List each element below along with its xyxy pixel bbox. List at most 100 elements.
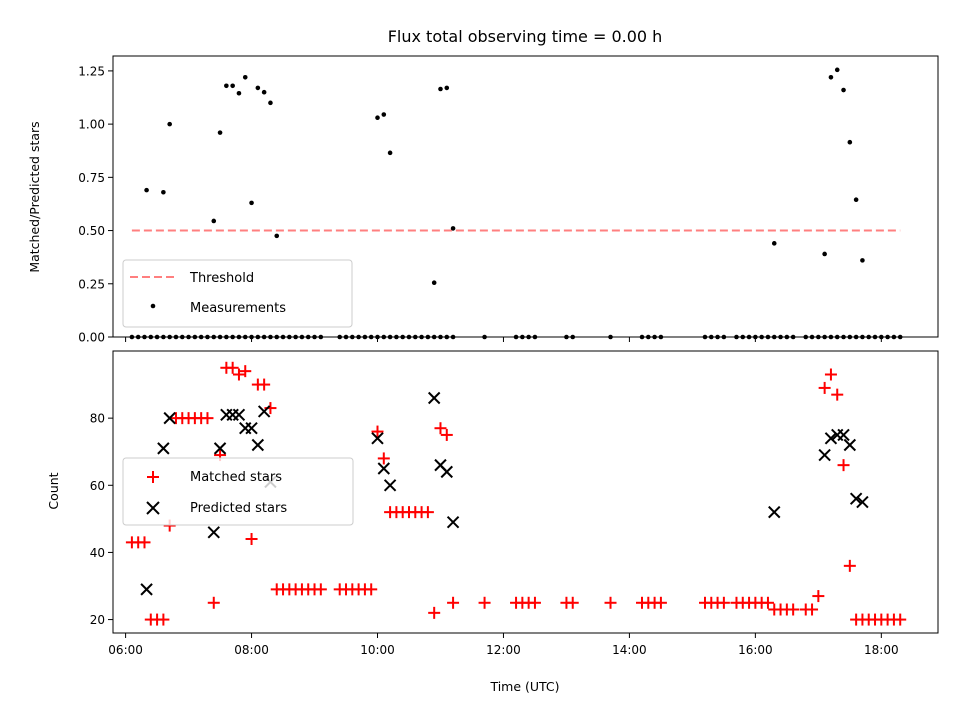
predicted-star-marker <box>157 442 170 455</box>
bottom-ticks: 20 40 60 80 06:00 08:00 10:00 12:00 14:00 16:00 18… <box>90 412 899 657</box>
measurement-point <box>167 121 172 127</box>
top-legend-box <box>122 259 353 328</box>
legend-predicted-swatch <box>146 501 160 515</box>
bottom-y-tick-label: 40 <box>90 546 105 560</box>
measurement-point <box>822 251 827 257</box>
matched-star-marker <box>447 596 460 609</box>
measurement-point <box>860 258 865 263</box>
bottom-legend-box <box>122 457 354 526</box>
predicted-star-marker <box>140 583 153 596</box>
matched-star-marker <box>245 533 258 545</box>
matched-star-marker <box>654 596 667 609</box>
measurement-point <box>249 200 254 206</box>
matched-star-marker <box>604 596 617 609</box>
matched-star-marker <box>837 459 850 472</box>
matched-star-marker <box>824 368 837 381</box>
predicted-star-marker <box>232 408 246 421</box>
measurement-point <box>450 226 456 231</box>
top-panel: Flux total observing time = 0.00 h Match… <box>27 27 939 345</box>
measurement-point <box>444 85 450 91</box>
x-axis-label: Time (UTC) <box>489 679 559 694</box>
predicted-star-marker <box>440 465 453 479</box>
matched-star-marker <box>478 596 491 609</box>
matched-star-marker <box>258 378 271 391</box>
top-legend: Threshold Measurements <box>122 259 353 328</box>
matched-star-marker <box>440 428 453 441</box>
bottom-y-axis-label: Count <box>46 472 61 509</box>
legend-measurements-swatch <box>150 303 156 309</box>
matched-star-marker <box>528 596 541 609</box>
predicted-star-marker <box>383 479 397 492</box>
measurement-point <box>381 112 387 117</box>
predicted-star-marker <box>251 438 265 452</box>
bottom-x-tick-label: 14:00 <box>612 643 647 657</box>
bottom-plot-frame <box>112 350 939 634</box>
bottom-y-tick-label: 20 <box>90 613 105 627</box>
matched-star-marker <box>226 361 239 374</box>
matched-star-marker <box>157 613 170 626</box>
matched-star-marker <box>421 506 434 519</box>
measurement-point <box>274 233 280 239</box>
matched-star-marker <box>761 596 774 609</box>
matched-star-marker <box>843 559 856 572</box>
legend-matched-label: Matched stars <box>190 470 282 485</box>
top-y-axis-label: Matched/Predicted stars <box>27 121 42 272</box>
top-plot-frame <box>112 55 939 338</box>
legend-matched-swatch <box>147 471 159 483</box>
matched-star-marker <box>894 613 907 626</box>
measurement-point <box>211 218 217 224</box>
predicted-star-marker <box>849 492 863 505</box>
matched-star-marker <box>138 536 151 549</box>
top-y-tick-label: 0.00 <box>78 331 105 345</box>
legend-threshold-label: Threshold <box>189 271 254 286</box>
predicted-star-marker <box>257 405 271 418</box>
measurement-point <box>438 86 443 92</box>
top-ticks: 0.00 0.25 0.50 0.75 1.00 1.25 <box>78 64 882 345</box>
matched-star-marker <box>806 603 819 616</box>
matched-star-marker <box>365 583 378 596</box>
top-marks <box>129 67 903 340</box>
measurement-point <box>834 67 840 73</box>
measurement-point <box>255 85 261 91</box>
legend-measurements-label: Measurements <box>190 301 286 316</box>
measurement-point <box>224 83 229 89</box>
bottom-marks <box>125 361 907 626</box>
measurement-point <box>375 115 380 121</box>
predicted-star-marker <box>824 432 838 445</box>
matched-star-marker <box>831 388 844 401</box>
predicted-star-marker <box>245 422 258 435</box>
bottom-y-tick-label: 60 <box>90 479 105 493</box>
matched-star-marker <box>818 381 831 394</box>
measurement-point <box>853 197 859 202</box>
top-y-tick-label: 0.50 <box>78 224 105 238</box>
predicted-star-marker <box>837 428 850 442</box>
measurement-point <box>261 89 267 95</box>
bottom-panel: Count Time (UTC) 20 40 60 80 06:00 08:00 10:00… <box>46 350 939 694</box>
predicted-star-marker <box>163 411 176 425</box>
measurement-point <box>431 280 437 286</box>
top-y-tick-label: 1.25 <box>78 64 105 78</box>
matched-star-marker <box>207 596 220 609</box>
matched-star-marker <box>434 422 447 435</box>
predicted-star-marker <box>856 495 869 509</box>
measurement-point <box>387 150 393 156</box>
measurement-point <box>841 87 846 93</box>
measurement-point <box>230 83 235 89</box>
matched-star-marker <box>377 452 390 465</box>
measurement-point <box>236 90 242 96</box>
bottom-x-tick-label: 16:00 <box>738 643 773 657</box>
legend-predicted-label: Predicted stars <box>190 501 287 516</box>
predicted-star-marker <box>427 391 441 405</box>
measurement-point <box>268 100 273 106</box>
matched-star-marker <box>239 365 252 378</box>
matched-star-marker <box>232 368 245 381</box>
predicted-star-marker <box>377 462 391 475</box>
predicted-star-marker <box>371 432 384 445</box>
predicted-star-marker <box>446 516 460 529</box>
predicted-star-marker <box>207 526 220 539</box>
bottom-x-tick-label: 06:00 <box>108 643 143 657</box>
predicted-star-marker <box>213 442 227 455</box>
matched-star-marker <box>717 596 730 609</box>
